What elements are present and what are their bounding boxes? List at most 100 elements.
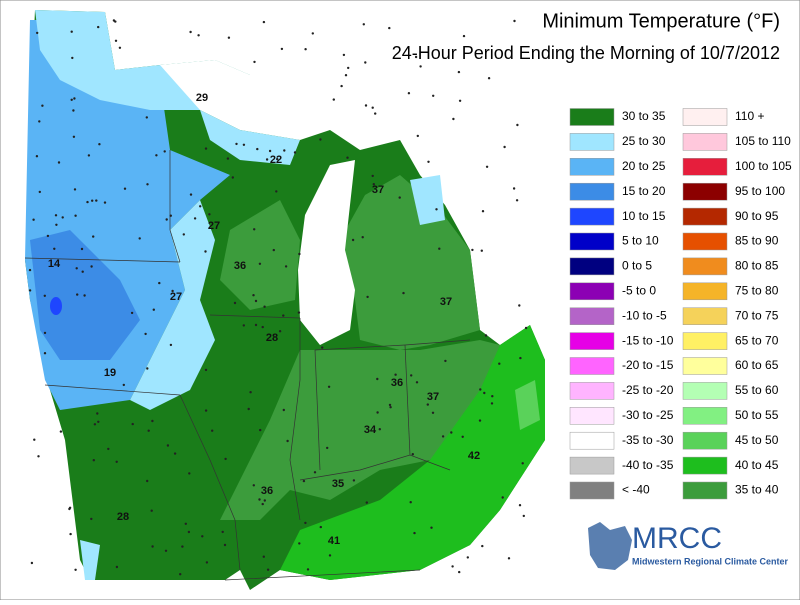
legend-label: 65 to 70 <box>735 333 779 347</box>
legend-label: -20 to -15 <box>622 358 674 372</box>
station-dot <box>388 26 391 30</box>
station-dot <box>261 325 264 329</box>
station-dot <box>481 544 484 548</box>
station-dot <box>340 84 343 88</box>
station-label: 19 <box>104 367 116 379</box>
station-dot <box>258 262 262 265</box>
station-dot <box>32 218 35 221</box>
region-25-30 <box>200 110 300 165</box>
station-label: 27 <box>170 291 182 303</box>
station-label: 36 <box>234 260 246 272</box>
station-dot <box>208 213 211 216</box>
station-dot <box>262 20 266 24</box>
legend-swatch <box>682 481 728 500</box>
station-dot <box>328 554 332 557</box>
station-label: 42 <box>468 450 480 462</box>
station-dot <box>43 352 47 355</box>
station-dot <box>182 233 185 236</box>
station-dot <box>507 557 511 560</box>
station-dot <box>249 391 252 394</box>
station-dot <box>123 187 127 190</box>
station-dot <box>166 444 170 447</box>
station-dot <box>96 412 99 415</box>
legend-label: 0 to 5 <box>622 259 652 273</box>
station-dot <box>332 98 335 101</box>
legend-label: 35 to 40 <box>735 483 779 497</box>
station-dot <box>366 295 369 299</box>
station-dot <box>35 155 39 158</box>
legend-swatch <box>682 357 728 375</box>
station-label: 37 <box>372 184 384 196</box>
station-dot <box>388 403 392 407</box>
station-dot <box>43 331 47 335</box>
legend-swatch <box>682 257 728 276</box>
station-dot <box>265 158 269 161</box>
legend-label: 95 to 100 <box>735 184 785 198</box>
legend-swatch <box>569 108 615 126</box>
legend-swatch <box>682 108 728 126</box>
station-dot <box>130 311 134 315</box>
station-dot <box>146 183 149 186</box>
station-dot <box>515 199 519 202</box>
legend-label: -15 to -10 <box>622 333 674 347</box>
station-dot <box>57 161 61 164</box>
legend-label: 5 to 10 <box>622 234 659 248</box>
station-dot <box>262 555 265 558</box>
legend-swatch <box>569 207 615 226</box>
station-dot <box>444 359 447 363</box>
map-area: 29 22 37 27 14 36 27 28 37 19 36 37 34 42 36 35 28 41 <box>24 10 545 590</box>
station-label: 14 <box>48 258 61 270</box>
station-dot <box>169 214 172 217</box>
station-dot <box>419 65 422 68</box>
legend-label: 50 to 55 <box>735 408 779 422</box>
station-dot <box>490 402 494 405</box>
station-dot <box>364 61 367 64</box>
station-dot <box>276 157 279 161</box>
station-dot <box>254 299 258 303</box>
station-dot <box>103 201 107 204</box>
station-dot <box>516 123 519 127</box>
station-dot <box>409 501 412 504</box>
station-dot <box>114 20 117 23</box>
station-dot <box>152 308 155 311</box>
station-dot <box>362 23 365 26</box>
station-dot <box>30 561 34 565</box>
station-dot <box>487 77 491 80</box>
legend-swatch <box>569 158 615 176</box>
station-label: 37 <box>427 391 439 403</box>
station-dot <box>522 514 525 518</box>
station-dot <box>416 134 419 138</box>
station-label: 22 <box>270 154 282 166</box>
station-dot <box>524 326 528 330</box>
legend: 30 to 35 25 to 30 20 to 25 15 to 20 10 to 15… <box>569 108 792 500</box>
station-dot <box>306 568 310 571</box>
legend-label: -35 to -30 <box>622 433 674 447</box>
station-dot <box>258 498 261 501</box>
station-dot <box>73 97 76 100</box>
legend-label: < -40 <box>622 483 650 497</box>
station-dot <box>410 374 413 377</box>
legend-label: 55 to 60 <box>735 383 779 397</box>
station-dot <box>91 199 94 202</box>
station-dots <box>28 19 528 576</box>
station-dot <box>147 429 150 432</box>
station-dot <box>372 183 375 186</box>
station-dot <box>187 530 191 534</box>
station-dot <box>313 471 317 474</box>
station-dot <box>118 46 122 49</box>
station-dot <box>204 250 207 253</box>
station-dot <box>268 149 272 153</box>
station-dot <box>297 311 301 314</box>
station-dot <box>298 252 301 256</box>
station-dot <box>41 104 44 107</box>
station-dot <box>146 479 149 483</box>
station-dot <box>95 199 98 202</box>
legend-label: -25 to -20 <box>622 383 674 397</box>
station-dot <box>158 281 161 285</box>
region-25-30 <box>410 175 445 225</box>
station-dot <box>204 147 208 150</box>
station-dot <box>181 545 184 548</box>
station-dot <box>461 435 464 438</box>
region-10-15 <box>50 297 62 315</box>
station-dot <box>59 430 63 433</box>
